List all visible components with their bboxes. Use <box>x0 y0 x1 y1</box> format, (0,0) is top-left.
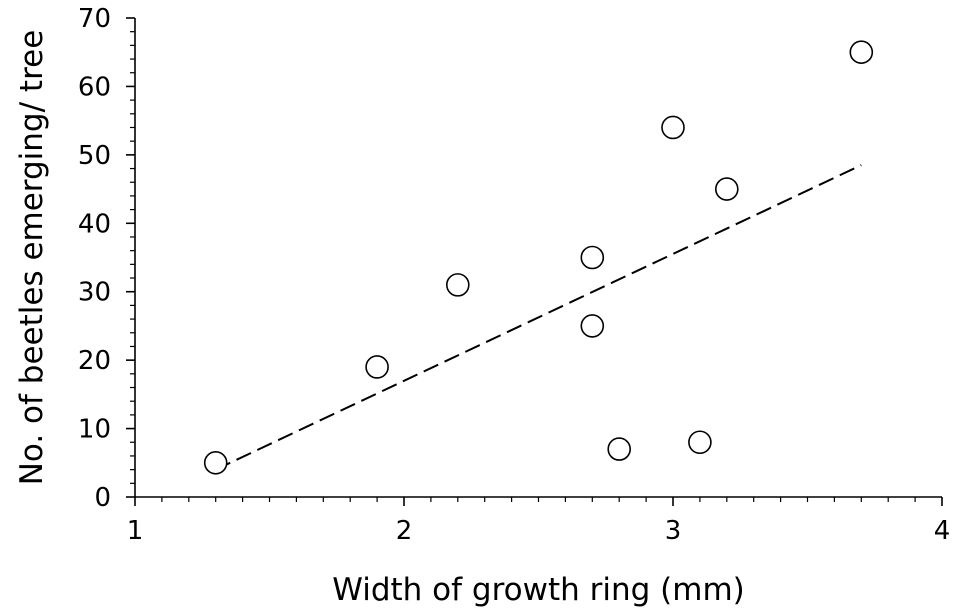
data-point <box>714 177 739 201</box>
y-tick-label: 20 <box>78 346 111 376</box>
data-point <box>849 40 874 65</box>
y-tick-label: 0 <box>94 483 111 513</box>
x-tick-label: 4 <box>934 516 951 546</box>
data-point <box>580 245 605 270</box>
data-point <box>365 355 389 379</box>
data-point <box>445 273 470 297</box>
axis-labels: Width of growth ring (mm) No. of beetles… <box>14 30 745 608</box>
y-tick-label: 70 <box>78 4 111 34</box>
data-point <box>607 437 632 461</box>
data-point <box>580 314 605 338</box>
x-tick-label: 3 <box>665 516 682 546</box>
data-point <box>661 115 685 140</box>
y-tick-label: 40 <box>78 209 111 239</box>
y-tick-label: 10 <box>78 415 111 445</box>
data-point <box>688 430 712 455</box>
y-axis-title: No. of beetles emerging/ tree <box>14 30 50 486</box>
axes: 0 10 20 30 40 50 60 70 1 2 3 4 <box>78 4 950 546</box>
x-tick-label: 1 <box>127 516 144 546</box>
y-tick-label: 60 <box>78 72 111 102</box>
y-tick-label: 30 <box>78 278 111 308</box>
trendline-group <box>215 164 862 471</box>
data-point <box>203 450 228 475</box>
x-axis-title: Width of growth ring (mm) <box>332 572 745 608</box>
data-points <box>203 40 874 475</box>
trendline <box>215 164 862 471</box>
y-tick-label: 50 <box>78 141 111 171</box>
x-tick-label: 2 <box>396 516 413 546</box>
